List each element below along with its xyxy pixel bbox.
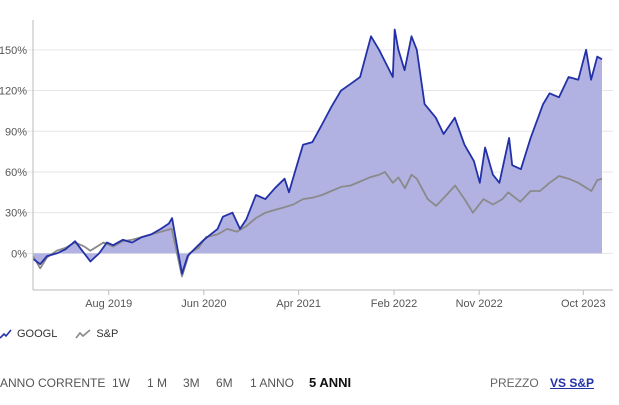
legend-item-sp[interactable]: S&P [75, 328, 118, 340]
range-current-year-button[interactable]: ANNO CORRENTE [0, 376, 106, 390]
range-1w-button[interactable]: 1W [112, 376, 130, 390]
legend-label-googl: GOOGL [17, 328, 58, 340]
range-6m-button[interactable]: 6M [216, 376, 233, 390]
performance-chart: Aug 2019 Jun 2020 Apr 2021 Feb 2022 Nov 2022… [0, 20, 613, 310]
legend-label-sp: S&P [96, 328, 119, 340]
x-tick-label: Jun 2020 [181, 298, 226, 310]
y-tick-label: 150% [0, 45, 27, 57]
y-tick-label: 0% [11, 248, 27, 260]
range-1m-button[interactable]: 1 M [147, 376, 168, 390]
y-tick-label: 60% [5, 167, 27, 179]
googl-area-fill [33, 29, 602, 274]
chart-controls: ANNO CORRENTE 1W 1 M 3M 6M 1 ANNO 5 ANNI… [0, 374, 619, 394]
mode-vs-sp-button[interactable]: VS S&P [550, 376, 595, 390]
y-tick-label: 90% [5, 126, 27, 138]
y-tick-label: 30% [5, 208, 27, 220]
range-5y-button[interactable]: 5 ANNI [309, 375, 352, 390]
mode-price-button[interactable]: PREZZO [490, 376, 539, 390]
googl-legend-line-icon [0, 329, 12, 339]
legend-item-googl[interactable]: GOOGL [0, 328, 57, 340]
y-axis-labels: 0% 30% 60% 90% 120% 150% [0, 45, 27, 261]
x-tick-label: Aug 2019 [85, 298, 132, 310]
x-tick-label: Apr 2021 [276, 298, 321, 310]
sp-legend-line-icon [75, 329, 91, 339]
range-1y-button[interactable]: 1 ANNO [250, 376, 295, 390]
googl-series-line [32, 28, 603, 275]
chart-legend: GOOGL S&P [0, 324, 136, 344]
range-3m-button[interactable]: 3M [183, 376, 200, 390]
x-axis: Aug 2019 Jun 2020 Apr 2021 Feb 2022 Nov 2022… [32, 20, 613, 310]
x-tick-label: Oct 2023 [561, 298, 606, 310]
x-tick-label: Nov 2022 [456, 298, 503, 310]
y-tick-label: 120% [0, 86, 27, 98]
x-tick-label: Feb 2022 [371, 298, 417, 310]
